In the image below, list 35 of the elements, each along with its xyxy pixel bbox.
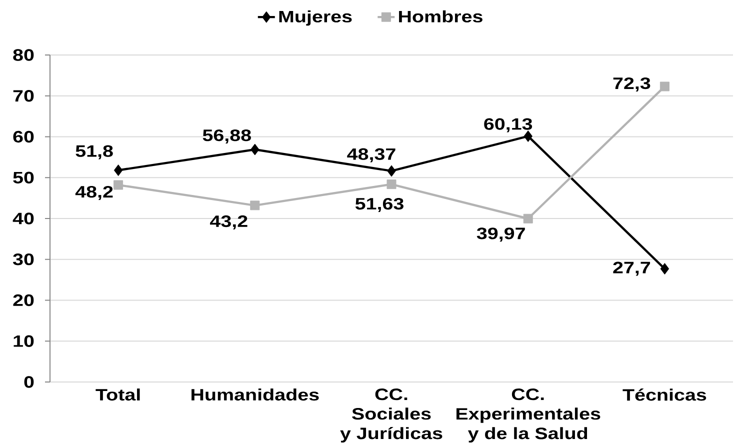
y-tick-label: 40 — [12, 212, 34, 224]
point — [250, 144, 260, 156]
data-label: 39,97 — [476, 228, 525, 242]
y-tick-label: 20 — [13, 294, 34, 306]
data-label: 51,8 — [76, 145, 113, 160]
data-label: 56,88 — [202, 129, 251, 144]
point — [250, 200, 260, 210]
legend-label: Hombres — [399, 10, 482, 22]
y-tick-label: 70 — [13, 90, 34, 102]
data-label: 48,2 — [75, 186, 113, 200]
legend-label: Mujeres — [279, 10, 352, 26]
y-tick-label: 60 — [13, 130, 34, 143]
point — [114, 164, 123, 176]
data-label: 27,7 — [613, 262, 650, 276]
data-label: 72,3 — [613, 77, 650, 92]
point — [386, 180, 396, 190]
point — [387, 165, 396, 177]
point — [660, 82, 670, 92]
y-tick-label: 50 — [13, 172, 34, 184]
y-tick-label: 0 — [24, 376, 34, 388]
point — [523, 214, 533, 224]
y-tick-label: 30 — [12, 254, 34, 266]
point — [114, 180, 124, 190]
data-label: 43,2 — [210, 215, 248, 230]
x-tick-label: Técnicas — [622, 388, 706, 401]
data-label: 48,37 — [347, 148, 396, 162]
x-tick-label: CC. Sociales y Jurídicas — [340, 388, 442, 442]
y-tick-label: 80 — [13, 49, 34, 61]
data-label: 51,63 — [355, 198, 404, 212]
x-tick-label: CC. Experimentales y de la Salud — [456, 388, 600, 442]
data-label: 60,13 — [484, 118, 532, 132]
x-tick-label: Total — [96, 388, 140, 401]
point — [660, 263, 670, 275]
x-tick-label: Humanidades — [192, 388, 319, 401]
y-tick-label: 10 — [14, 335, 34, 347]
